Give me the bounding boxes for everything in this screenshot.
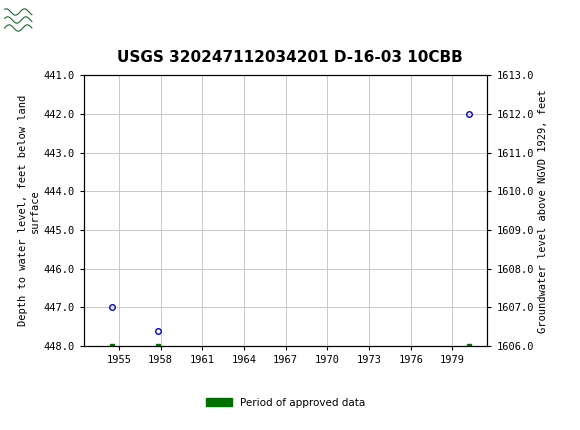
Y-axis label: Depth to water level, feet below land
surface: Depth to water level, feet below land su…	[18, 95, 39, 326]
Text: USGS 320247112034201 D-16-03 10CBB: USGS 320247112034201 D-16-03 10CBB	[117, 49, 463, 64]
Y-axis label: Groundwater level above NGVD 1929, feet: Groundwater level above NGVD 1929, feet	[538, 89, 548, 332]
Legend: Period of approved data: Period of approved data	[202, 393, 369, 412]
Bar	[3, 3, 70, 37]
Text: USGS: USGS	[37, 12, 84, 28]
